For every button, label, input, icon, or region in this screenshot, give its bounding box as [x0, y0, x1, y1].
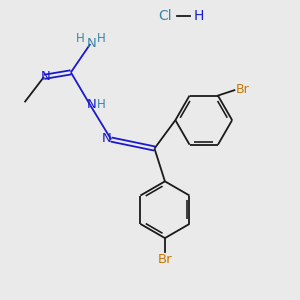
Text: N: N — [102, 132, 112, 145]
Text: N: N — [87, 98, 96, 111]
Text: Br: Br — [236, 82, 249, 95]
Text: Br: Br — [158, 253, 172, 266]
Text: H: H — [76, 32, 85, 45]
Text: H: H — [97, 32, 106, 45]
Text: Cl: Cl — [158, 9, 172, 22]
Text: H: H — [97, 98, 106, 111]
Text: N: N — [40, 70, 50, 83]
Text: H: H — [194, 9, 205, 22]
Text: N: N — [87, 37, 96, 50]
